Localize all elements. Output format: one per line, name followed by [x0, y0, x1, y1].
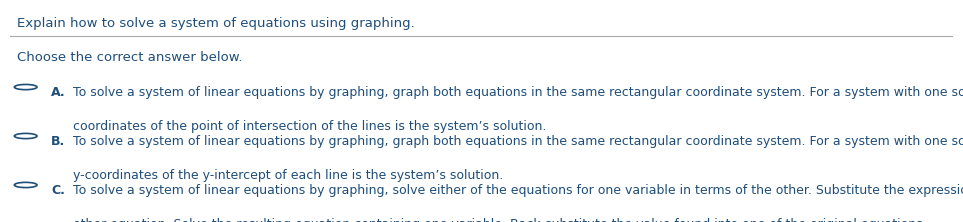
Text: other equation. Solve the resulting equation containing one variable. Back-subst: other equation. Solve the resulting equa…	[73, 218, 926, 222]
Text: To solve a system of linear equations by graphing, graph both equations in the s: To solve a system of linear equations by…	[73, 86, 963, 99]
Text: Explain how to solve a system of equations using graphing.: Explain how to solve a system of equatio…	[17, 18, 415, 30]
Text: To solve a system of linear equations by graphing, graph both equations in the s: To solve a system of linear equations by…	[73, 135, 963, 148]
Text: Choose the correct answer below.: Choose the correct answer below.	[17, 51, 243, 64]
Text: y-coordinates of the y-intercept of each line is the system’s solution.: y-coordinates of the y-intercept of each…	[73, 169, 503, 182]
Text: coordinates of the point of intersection of the lines is the system’s solution.: coordinates of the point of intersection…	[73, 120, 546, 133]
Text: A.: A.	[51, 86, 65, 99]
Text: C.: C.	[51, 184, 65, 197]
Text: B.: B.	[51, 135, 65, 148]
Text: To solve a system of linear equations by graphing, solve either of the equations: To solve a system of linear equations by…	[73, 184, 963, 197]
